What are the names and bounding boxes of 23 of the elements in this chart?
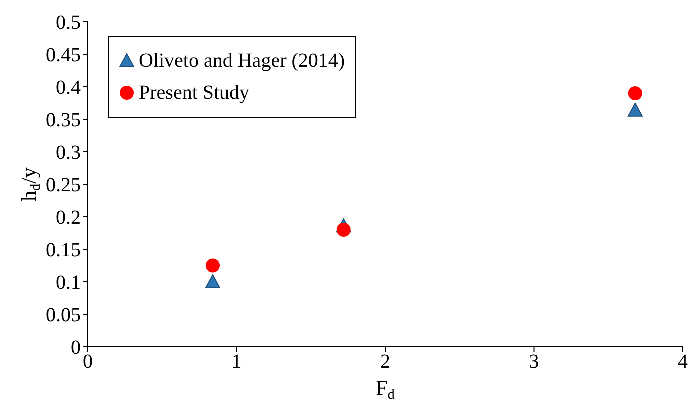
point bbox=[628, 102, 643, 117]
y-tick-label: 0.4 bbox=[56, 77, 81, 100]
y-tick-label: 0.45 bbox=[46, 44, 81, 67]
y-tick-label: 0.35 bbox=[46, 110, 81, 132]
y-tick-label: 0.2 bbox=[56, 207, 81, 230]
y-tick-label: 0.05 bbox=[46, 304, 81, 327]
x-axis-title: F$_{d}$ bbox=[376, 376, 395, 404]
legend-label: Oliveto and Hager (2014) bbox=[139, 49, 346, 74]
y-tick-label: 0.25 bbox=[46, 174, 81, 197]
x-tick-label: 2 bbox=[380, 351, 390, 374]
x-tick-label: 3 bbox=[529, 351, 540, 374]
y-tick-label: 0 bbox=[71, 337, 81, 360]
x-tick-label: 4 bbox=[678, 351, 688, 374]
point bbox=[205, 274, 220, 288]
y-tick-label: 0.15 bbox=[46, 240, 81, 262]
y-tick-label: 0.5 bbox=[56, 12, 81, 34]
x-tick-label: 1 bbox=[232, 351, 242, 374]
point bbox=[206, 258, 220, 273]
point bbox=[336, 223, 351, 237]
legend-label: Present Study bbox=[139, 81, 250, 106]
point bbox=[628, 86, 642, 100]
y-tick-label: 0.1 bbox=[56, 272, 81, 294]
y-tick-label: 0.3 bbox=[56, 142, 81, 164]
